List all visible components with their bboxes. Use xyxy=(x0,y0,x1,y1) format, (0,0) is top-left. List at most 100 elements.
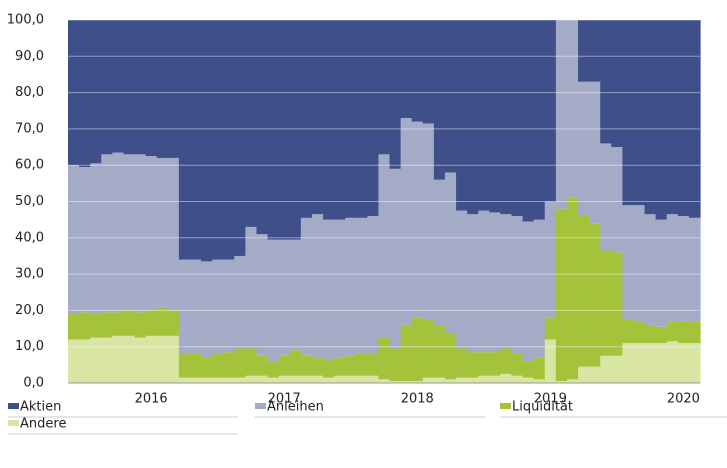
area-segment xyxy=(68,314,80,340)
area-segment xyxy=(456,20,468,211)
y-tick-label: 50,0 xyxy=(15,194,44,209)
area-segment xyxy=(411,20,424,122)
area-segment xyxy=(334,219,346,358)
area-segment xyxy=(278,355,291,376)
area-segment xyxy=(522,377,535,383)
y-tick-label: 100,0 xyxy=(7,13,44,28)
area-segment xyxy=(655,20,668,220)
area-segment xyxy=(666,214,679,322)
area-segment xyxy=(511,20,524,217)
area-segment xyxy=(112,312,125,336)
area-segment xyxy=(456,377,468,383)
area-segment xyxy=(467,352,479,378)
area-segment xyxy=(345,355,357,376)
area-segment xyxy=(533,357,546,380)
area-segment xyxy=(378,337,391,380)
area-segment xyxy=(422,319,435,378)
area-segment xyxy=(478,352,490,376)
area-segment xyxy=(589,223,601,367)
legend-swatch xyxy=(500,403,511,409)
area-segment xyxy=(245,375,258,383)
area-segment xyxy=(433,179,446,325)
area-segment xyxy=(578,81,590,217)
area-segment xyxy=(90,314,102,338)
area-segment xyxy=(677,321,690,344)
area-segment xyxy=(323,20,335,220)
area-segment xyxy=(334,357,346,376)
area-segment xyxy=(189,20,202,260)
area-segment xyxy=(600,143,612,251)
area-segment xyxy=(278,20,291,240)
area-segment xyxy=(555,381,568,383)
area-segment xyxy=(123,154,136,311)
area-segment xyxy=(311,214,324,358)
legend-label: Liquidität xyxy=(512,400,573,415)
area-segment xyxy=(633,321,646,344)
area-segment xyxy=(101,337,113,383)
area-segment xyxy=(134,154,147,313)
area-segment xyxy=(123,20,136,155)
area-segment xyxy=(267,361,280,378)
y-tick-label: 90,0 xyxy=(15,49,44,64)
area-segment xyxy=(101,312,113,338)
area-segment xyxy=(411,121,424,318)
area-segment xyxy=(489,375,502,383)
area-segment xyxy=(378,379,391,383)
area-segment xyxy=(223,377,235,383)
area-segment xyxy=(79,167,91,313)
area-segment xyxy=(622,20,635,206)
area-segment xyxy=(589,20,601,82)
y-tick-label: 10,0 xyxy=(15,339,44,354)
area-segment xyxy=(334,375,346,383)
area-segment xyxy=(655,219,668,327)
area-segment xyxy=(489,212,502,353)
area-segment xyxy=(456,210,468,349)
area-segment xyxy=(633,343,646,383)
area-segment xyxy=(389,20,402,169)
area-segment xyxy=(688,343,701,383)
area-segment xyxy=(68,20,80,166)
area-segment xyxy=(411,317,424,382)
area-segment xyxy=(245,348,258,376)
area-segment xyxy=(212,353,224,378)
area-segment xyxy=(201,377,213,383)
area-segment xyxy=(311,375,324,383)
area-segment xyxy=(79,339,91,383)
area-segment xyxy=(555,20,568,209)
area-segment xyxy=(167,310,180,336)
area-segment xyxy=(389,381,402,383)
area-segment xyxy=(300,20,313,218)
area-segment xyxy=(411,381,424,383)
area-segment xyxy=(311,20,324,215)
area-segment xyxy=(600,250,612,356)
area-segment xyxy=(622,343,635,383)
area-segment xyxy=(267,377,280,383)
area-segment xyxy=(223,20,235,260)
x-tick-label: 2016 xyxy=(135,392,168,407)
area-segment xyxy=(167,20,180,158)
area-segment xyxy=(178,353,191,378)
area-segment xyxy=(367,375,380,383)
area-segment xyxy=(212,377,224,383)
y-tick-label: 20,0 xyxy=(15,303,44,318)
area-segment xyxy=(666,341,679,383)
area-segment xyxy=(633,20,646,206)
area-segment xyxy=(533,219,546,358)
y-tick-label: 30,0 xyxy=(15,267,44,282)
area-segment xyxy=(123,335,136,383)
area-segment xyxy=(677,343,690,383)
area-segment xyxy=(278,375,291,383)
area-segment xyxy=(655,343,668,383)
area-segment xyxy=(112,20,125,153)
area-segment xyxy=(611,252,623,356)
area-segment xyxy=(167,157,180,311)
legend-label: Aktien xyxy=(20,400,61,415)
area-segment xyxy=(378,20,391,155)
area-segment xyxy=(356,20,368,218)
area-segment xyxy=(522,221,535,362)
legend-swatch xyxy=(8,403,19,409)
area-segment xyxy=(145,156,158,311)
area-segment xyxy=(644,20,657,215)
area-segment xyxy=(79,20,91,168)
